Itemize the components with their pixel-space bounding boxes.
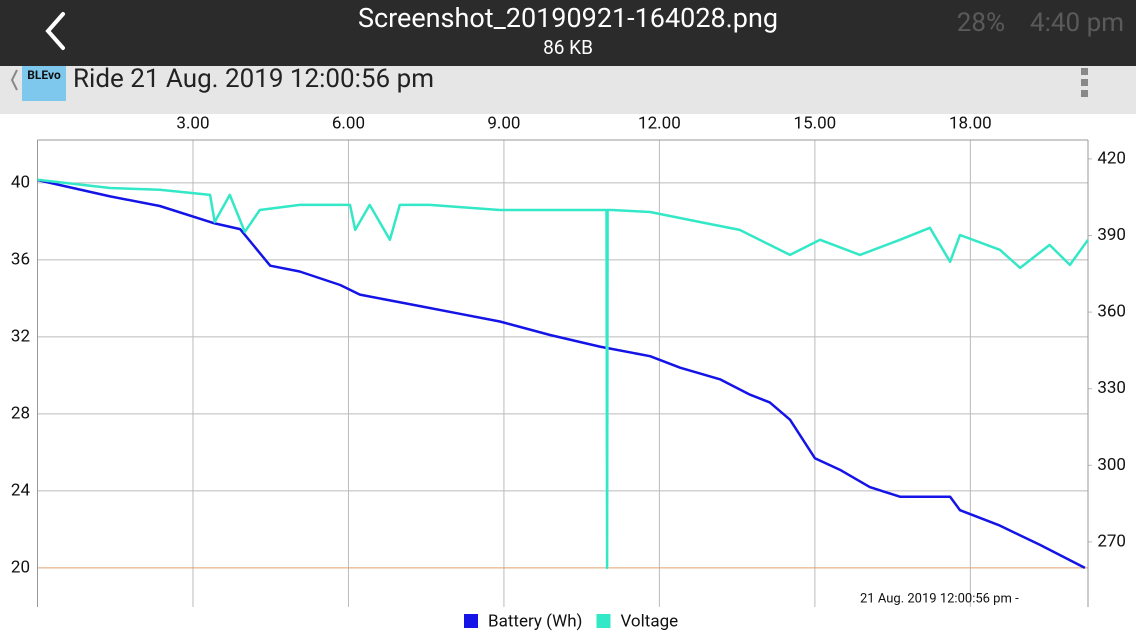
x-tick-label: 12.00 [638, 113, 681, 133]
up-caret[interactable] [10, 69, 18, 91]
series-line [37, 178, 1090, 570]
clock: 4:40 pm [1030, 8, 1124, 38]
back-button[interactable] [45, 12, 65, 50]
y2-tick-label: 390 [1097, 225, 1126, 245]
legend-swatch [464, 614, 478, 628]
y-tick-label: 28 [11, 403, 30, 423]
y2-tick-label: 270 [1097, 531, 1126, 551]
file-size: 86 KB [543, 36, 593, 59]
legend-label: Battery (Wh) [488, 611, 582, 631]
x-tick-label: 3.00 [176, 113, 209, 133]
y-tick-label: 36 [11, 249, 30, 269]
legend-label: Voltage [620, 611, 678, 631]
x-tick-label: 18.00 [949, 113, 992, 133]
y2-tick-label: 300 [1097, 455, 1126, 475]
app-bar [0, 66, 1136, 114]
y-tick-label: 40 [11, 172, 30, 192]
battery-status: 28% [957, 8, 1005, 38]
y2-tick-label: 330 [1097, 378, 1126, 398]
app-icon-label: BLEvo [27, 68, 61, 82]
y2-tick-label: 420 [1097, 148, 1126, 168]
file-name: Screenshot_20190921-164028.png [358, 2, 778, 34]
app-icon [22, 66, 66, 101]
y-tick-label: 32 [11, 326, 30, 346]
chart: 3.00 6.00 9.00 12.00 15.00 18.00 20 24 28 32 36 40 2… [11, 113, 1126, 631]
viewer-bar [0, 0, 1136, 66]
series-line [37, 178, 1086, 570]
y-tick-label: 20 [11, 557, 30, 577]
app-title: Ride 21 Aug. 2019 12:00:56 pm [73, 64, 434, 94]
x-tick-label: 6.00 [332, 113, 365, 133]
annotation: 21 Aug. 2019 12:00:56 pm - [860, 591, 1019, 606]
plot-area [37, 140, 1088, 607]
legend-swatch [596, 614, 611, 628]
x-tick-label: 9.00 [487, 113, 520, 133]
overflow-menu[interactable] [1081, 68, 1088, 97]
y2-tick-label: 360 [1097, 302, 1126, 322]
y-tick-label: 24 [11, 480, 31, 500]
x-tick-label: 15.00 [794, 113, 837, 133]
